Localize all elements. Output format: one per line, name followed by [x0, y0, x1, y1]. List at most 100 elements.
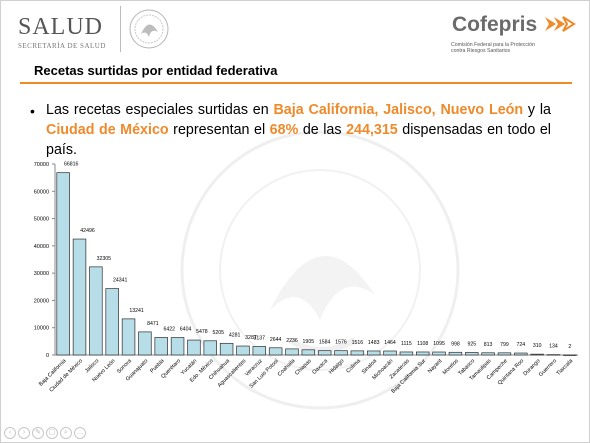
data-label: 1576	[335, 340, 347, 346]
bar	[350, 350, 365, 356]
header: SALUD SECRETARÍA DE SALUD Cofepris Comis…	[0, 0, 590, 56]
bar-chart: 0 10000 20000 30000 40000 50000 60000 70000 6681…	[34, 162, 578, 395]
cofepris-subtitle-1: Comisión Federal para la Protección	[451, 42, 535, 48]
coat-of-arms-watermark-icon	[180, 130, 460, 410]
cofepris-logo: Cofepris	[452, 13, 577, 37]
bar	[252, 346, 267, 356]
bar	[546, 354, 561, 356]
cofepris-arrows-icon	[545, 16, 576, 32]
national-seal-icon	[120, 6, 169, 52]
summary-highlight-states: Baja California, Jalisco, Nuevo León	[273, 102, 524, 118]
data-label: 799	[500, 342, 509, 348]
data-label: 724	[516, 342, 525, 348]
data-label: 310	[533, 343, 542, 349]
data-label: 2	[568, 344, 571, 350]
slides-icon[interactable]: ▢	[46, 427, 58, 439]
summary-highlight-total: 244,315	[346, 122, 398, 138]
summary-text-1: Las recetas especiales surtidas en	[46, 102, 274, 118]
summary-text-5: dispensadas en todo el país.	[46, 122, 551, 158]
bar	[121, 318, 136, 356]
data-label: 1584	[319, 340, 331, 346]
bar	[465, 352, 479, 356]
data-label: 134	[549, 344, 558, 350]
bar	[72, 238, 87, 356]
bar	[170, 337, 185, 356]
summary-paragraph: Las recetas especiales surtidas en Baja …	[46, 100, 551, 160]
bar	[285, 348, 299, 356]
slide-controls: ‹ › ✎ ▢ ⌕…	[4, 421, 88, 439]
bar	[236, 345, 250, 356]
title-bar: Recetas surtidas por entidad federativa	[20, 60, 572, 84]
summary-text-3: representan el	[168, 122, 270, 138]
data-label: 2236	[286, 338, 298, 344]
data-label: 6404	[180, 327, 192, 333]
summary-text-2: y la	[523, 102, 551, 118]
bar	[301, 349, 316, 356]
bar	[105, 288, 119, 356]
bar	[432, 351, 446, 356]
bar	[497, 352, 512, 356]
data-label: 5205	[212, 330, 224, 336]
prev-icon[interactable]: ‹	[4, 427, 16, 439]
bar	[317, 350, 332, 356]
bar	[514, 352, 528, 356]
y-tick-label: 40000	[34, 244, 49, 250]
data-label: 925	[467, 341, 476, 347]
data-label: 1464	[384, 340, 396, 346]
data-label: 813	[484, 342, 493, 348]
data-label: 1905	[303, 339, 315, 345]
bar	[563, 354, 577, 356]
y-tick-label: 30000	[34, 271, 49, 277]
data-label: 24341	[113, 278, 128, 284]
bar	[334, 350, 348, 356]
bar	[448, 351, 463, 356]
bar	[138, 331, 152, 356]
data-label: 32305	[97, 256, 112, 262]
data-label: 42496	[80, 228, 95, 234]
summary-highlight-cdmx: Ciudad de México	[46, 122, 169, 138]
bar	[154, 337, 168, 356]
zoom-icon[interactable]: ⌕	[60, 427, 72, 439]
bar	[219, 342, 234, 356]
more-icon[interactable]: …	[74, 427, 86, 439]
data-label: 998	[451, 341, 460, 347]
y-tick-label: 10000	[34, 326, 49, 332]
bar	[383, 350, 397, 356]
data-label: 1516	[352, 340, 364, 346]
bar	[203, 340, 217, 356]
data-label: 6422	[163, 326, 175, 332]
data-label: 5478	[196, 329, 208, 335]
cofepris-logo-text: Cofepris	[452, 13, 538, 36]
data-label: 1108	[417, 341, 428, 347]
bar	[416, 351, 430, 356]
data-label: 3137	[254, 335, 266, 341]
bar	[187, 339, 201, 356]
next-icon[interactable]: ›	[18, 427, 30, 439]
bullet-marker: •	[30, 103, 35, 119]
slide-title: Recetas surtidas por entidad federativa	[34, 63, 278, 78]
data-label: 13241	[129, 308, 144, 314]
data-label: 66816	[64, 162, 79, 168]
bar	[366, 350, 381, 356]
data-label: 1095	[433, 341, 445, 347]
data-label: 1115	[401, 341, 412, 347]
bar	[530, 353, 544, 356]
data-label: 3287	[245, 335, 257, 341]
data-label: 1483	[368, 340, 380, 346]
data-label: 8471	[147, 321, 159, 327]
cofepris-subtitle-2: contra Riesgos Sanitarios	[451, 48, 511, 54]
salud-logo: SALUD	[18, 14, 104, 40]
data-label: 4281	[229, 332, 241, 338]
data-label: 2644	[270, 337, 282, 343]
bar	[399, 351, 414, 356]
bar	[89, 266, 103, 356]
salud-logo-subtitle: SECRETARÍA DE SALUD	[18, 42, 106, 50]
pen-icon[interactable]: ✎	[32, 427, 44, 439]
y-tick-label: 60000	[34, 189, 49, 195]
y-tick-label: 70000	[34, 162, 49, 168]
bar	[481, 352, 495, 356]
summary-highlight-percent: 68%	[269, 122, 299, 138]
bar	[56, 172, 70, 356]
